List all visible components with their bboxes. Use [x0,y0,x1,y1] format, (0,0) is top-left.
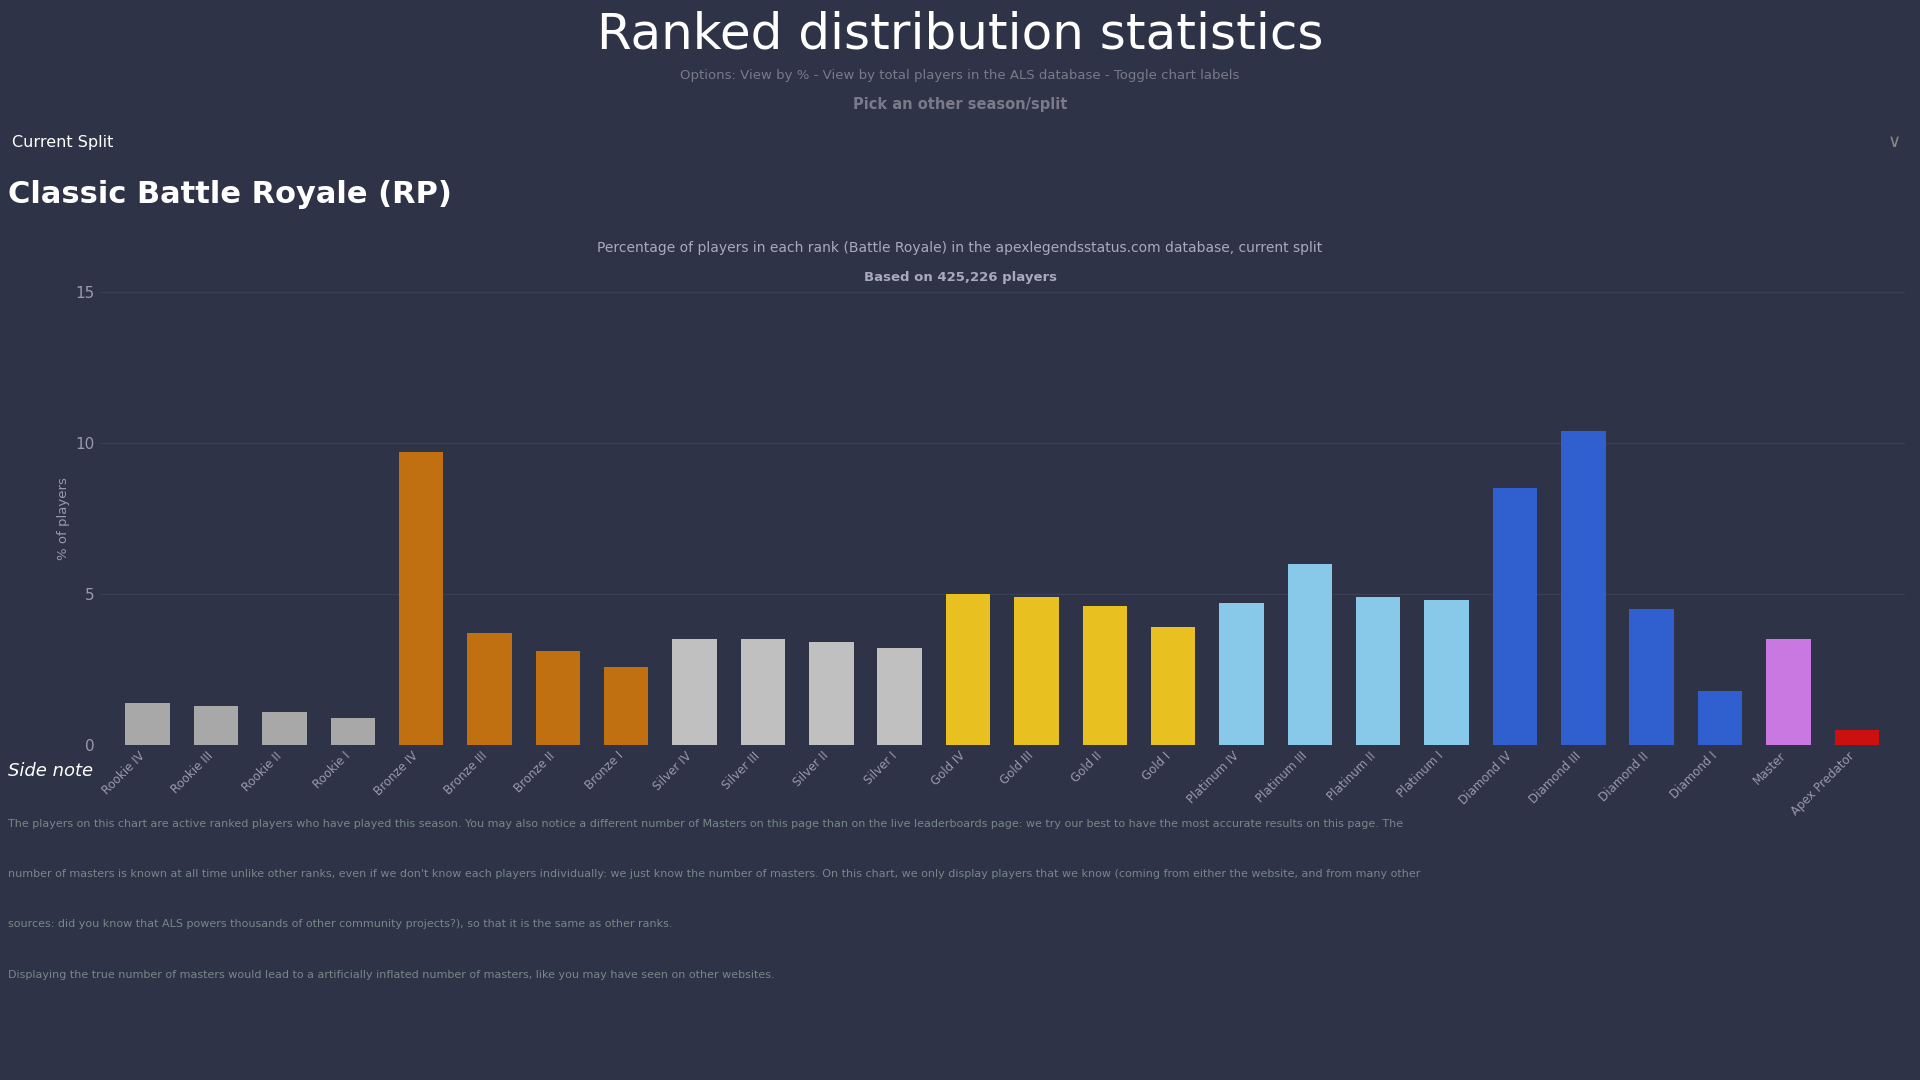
Bar [1630,609,1674,745]
Text: sources: did you know that ALS powers thousands of other community projects?), s: sources: did you know that ALS powers th… [8,919,672,929]
Bar [741,639,785,745]
Bar [605,666,649,745]
Y-axis label: % of players: % of players [58,477,71,559]
Bar [672,639,716,745]
Text: Based on 425,226 players: Based on 425,226 players [864,271,1056,284]
Bar [1083,606,1127,745]
Bar [1150,627,1196,745]
Bar [467,633,513,745]
Bar [194,706,238,745]
Text: Pick an other season/split: Pick an other season/split [852,97,1068,112]
Text: ∨: ∨ [1887,133,1901,151]
Bar [1836,730,1880,745]
Bar [1356,597,1400,745]
Bar [125,703,169,745]
Bar [263,712,307,745]
Bar [1697,691,1741,745]
Text: Side note: Side note [8,762,92,780]
Bar [1766,639,1811,745]
Text: Current Split: Current Split [12,135,113,149]
Text: Displaying the true number of masters would lead to a artificially inflated numb: Displaying the true number of masters wo… [8,970,774,980]
Text: number of masters is known at all time unlike other ranks, even if we don't know: number of masters is known at all time u… [8,869,1421,879]
Bar [808,643,854,745]
Bar [1425,600,1469,745]
Bar [536,651,580,745]
Text: The players on this chart are active ranked players who have played this season.: The players on this chart are active ran… [8,819,1404,828]
Text: Options: View by % - View by total players in the ALS database - Toggle chart la: Options: View by % - View by total playe… [680,69,1240,82]
Bar [1492,488,1538,745]
Bar [877,648,922,745]
Bar [1014,597,1058,745]
Bar [1288,564,1332,745]
Bar [1219,603,1263,745]
Text: Classic Battle Royale (RP): Classic Battle Royale (RP) [8,179,451,208]
Bar [1561,431,1605,745]
Bar [330,718,374,745]
Bar [947,594,991,745]
Text: Ranked distribution statistics: Ranked distribution statistics [597,11,1323,59]
Text: Percentage of players in each rank (Battle Royale) in the apexlegendsstatus.com : Percentage of players in each rank (Batt… [597,241,1323,255]
Bar [399,451,444,745]
